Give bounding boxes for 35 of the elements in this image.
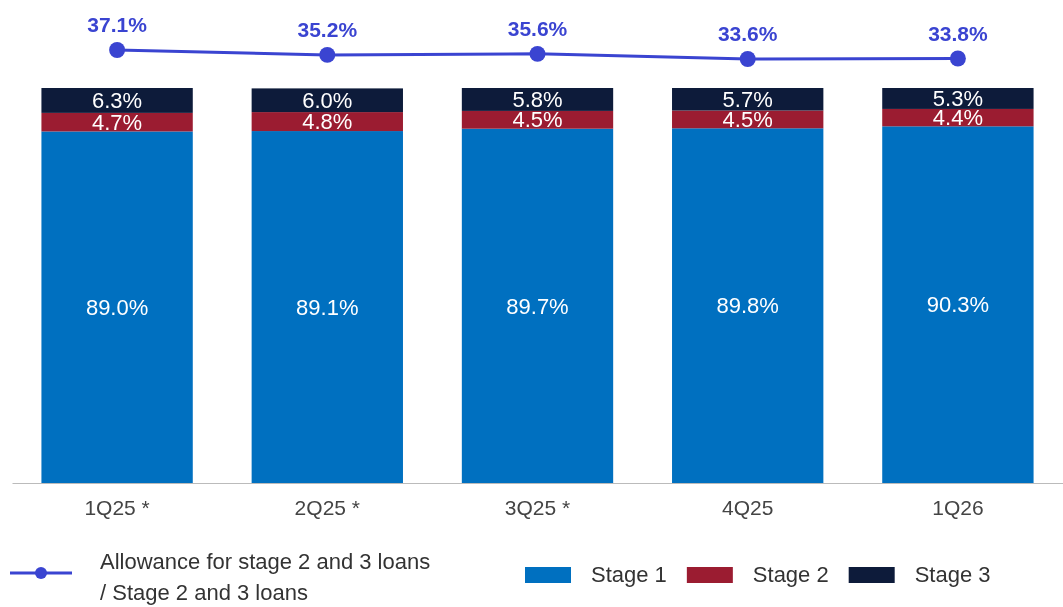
legend-label: Stage 3 <box>914 562 991 587</box>
data-label: 89.0% <box>85 294 149 320</box>
bar <box>882 88 1034 109</box>
bar <box>461 88 614 111</box>
x-tick-label: 1Q25 * <box>84 496 150 520</box>
data-label: 89.7% <box>506 293 569 319</box>
bar <box>41 131 193 483</box>
point <box>319 46 336 63</box>
x-tick-label: 3Q25 * <box>504 496 571 520</box>
data-label: 37.1% <box>87 13 148 36</box>
bar <box>461 128 614 483</box>
data-label: 35.2% <box>297 17 358 41</box>
x-tick-label: 2Q25 * <box>294 496 360 520</box>
legend-label: Allowance for stage 2 and 3 loans / Stage 2 and 3 loans <box>100 549 431 605</box>
data-label: 89.8% <box>716 293 779 319</box>
point <box>529 45 546 62</box>
bar <box>251 131 403 483</box>
bar <box>672 128 824 483</box>
legend-label: Stage 2 <box>752 562 829 587</box>
x-tick-label: 4Q25 <box>722 496 774 520</box>
data-label: 4.4% <box>932 105 983 131</box>
data-label: 90.3% <box>926 292 990 318</box>
point <box>739 51 756 67</box>
data-label: 89.1% <box>296 294 359 320</box>
x-tick-label: 1Q26 <box>932 496 984 520</box>
point <box>109 42 126 58</box>
point <box>949 50 966 67</box>
bar <box>672 88 824 111</box>
bar <box>251 88 403 113</box>
bar <box>41 88 193 113</box>
data-label: 35.6% <box>507 16 568 40</box>
legend-label: Stage 1 <box>591 562 667 587</box>
data-label: 33.8% <box>928 21 988 45</box>
data-label: 33.6% <box>717 22 778 45</box>
bar <box>882 126 1034 483</box>
